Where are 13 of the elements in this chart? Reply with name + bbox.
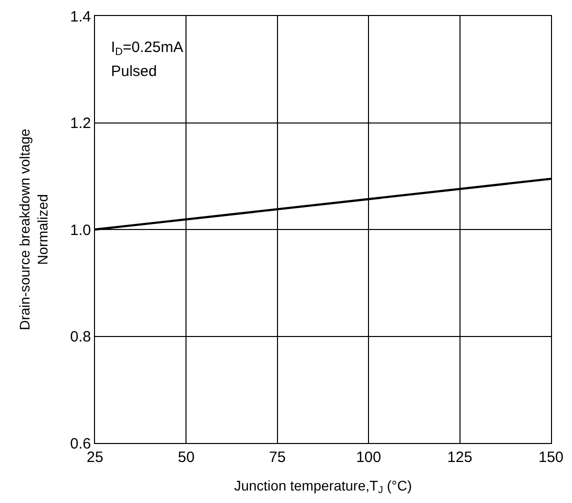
y-axis-title: Drain-source breakdown voltage Normalized — [16, 128, 51, 330]
y-tick-label: 1.0 — [70, 222, 91, 239]
x-tick-label: 75 — [269, 449, 286, 466]
x-tick-label: 125 — [447, 449, 472, 466]
annotation: Pulsed — [111, 63, 157, 80]
x-tick-label: 150 — [538, 449, 564, 466]
x-tick-label: 50 — [178, 449, 195, 466]
x-tick-label: 100 — [356, 449, 382, 466]
y-tick-label: 0.8 — [70, 328, 91, 346]
x-axis-title: Junction temperature,T$_{J}$ (°C) — [234, 477, 412, 496]
y-tick-label: 1.2 — [70, 115, 91, 132]
y-tick-label: 1.4 — [70, 8, 91, 26]
annotation: I$_{D}$=0.25mA — [111, 39, 184, 58]
